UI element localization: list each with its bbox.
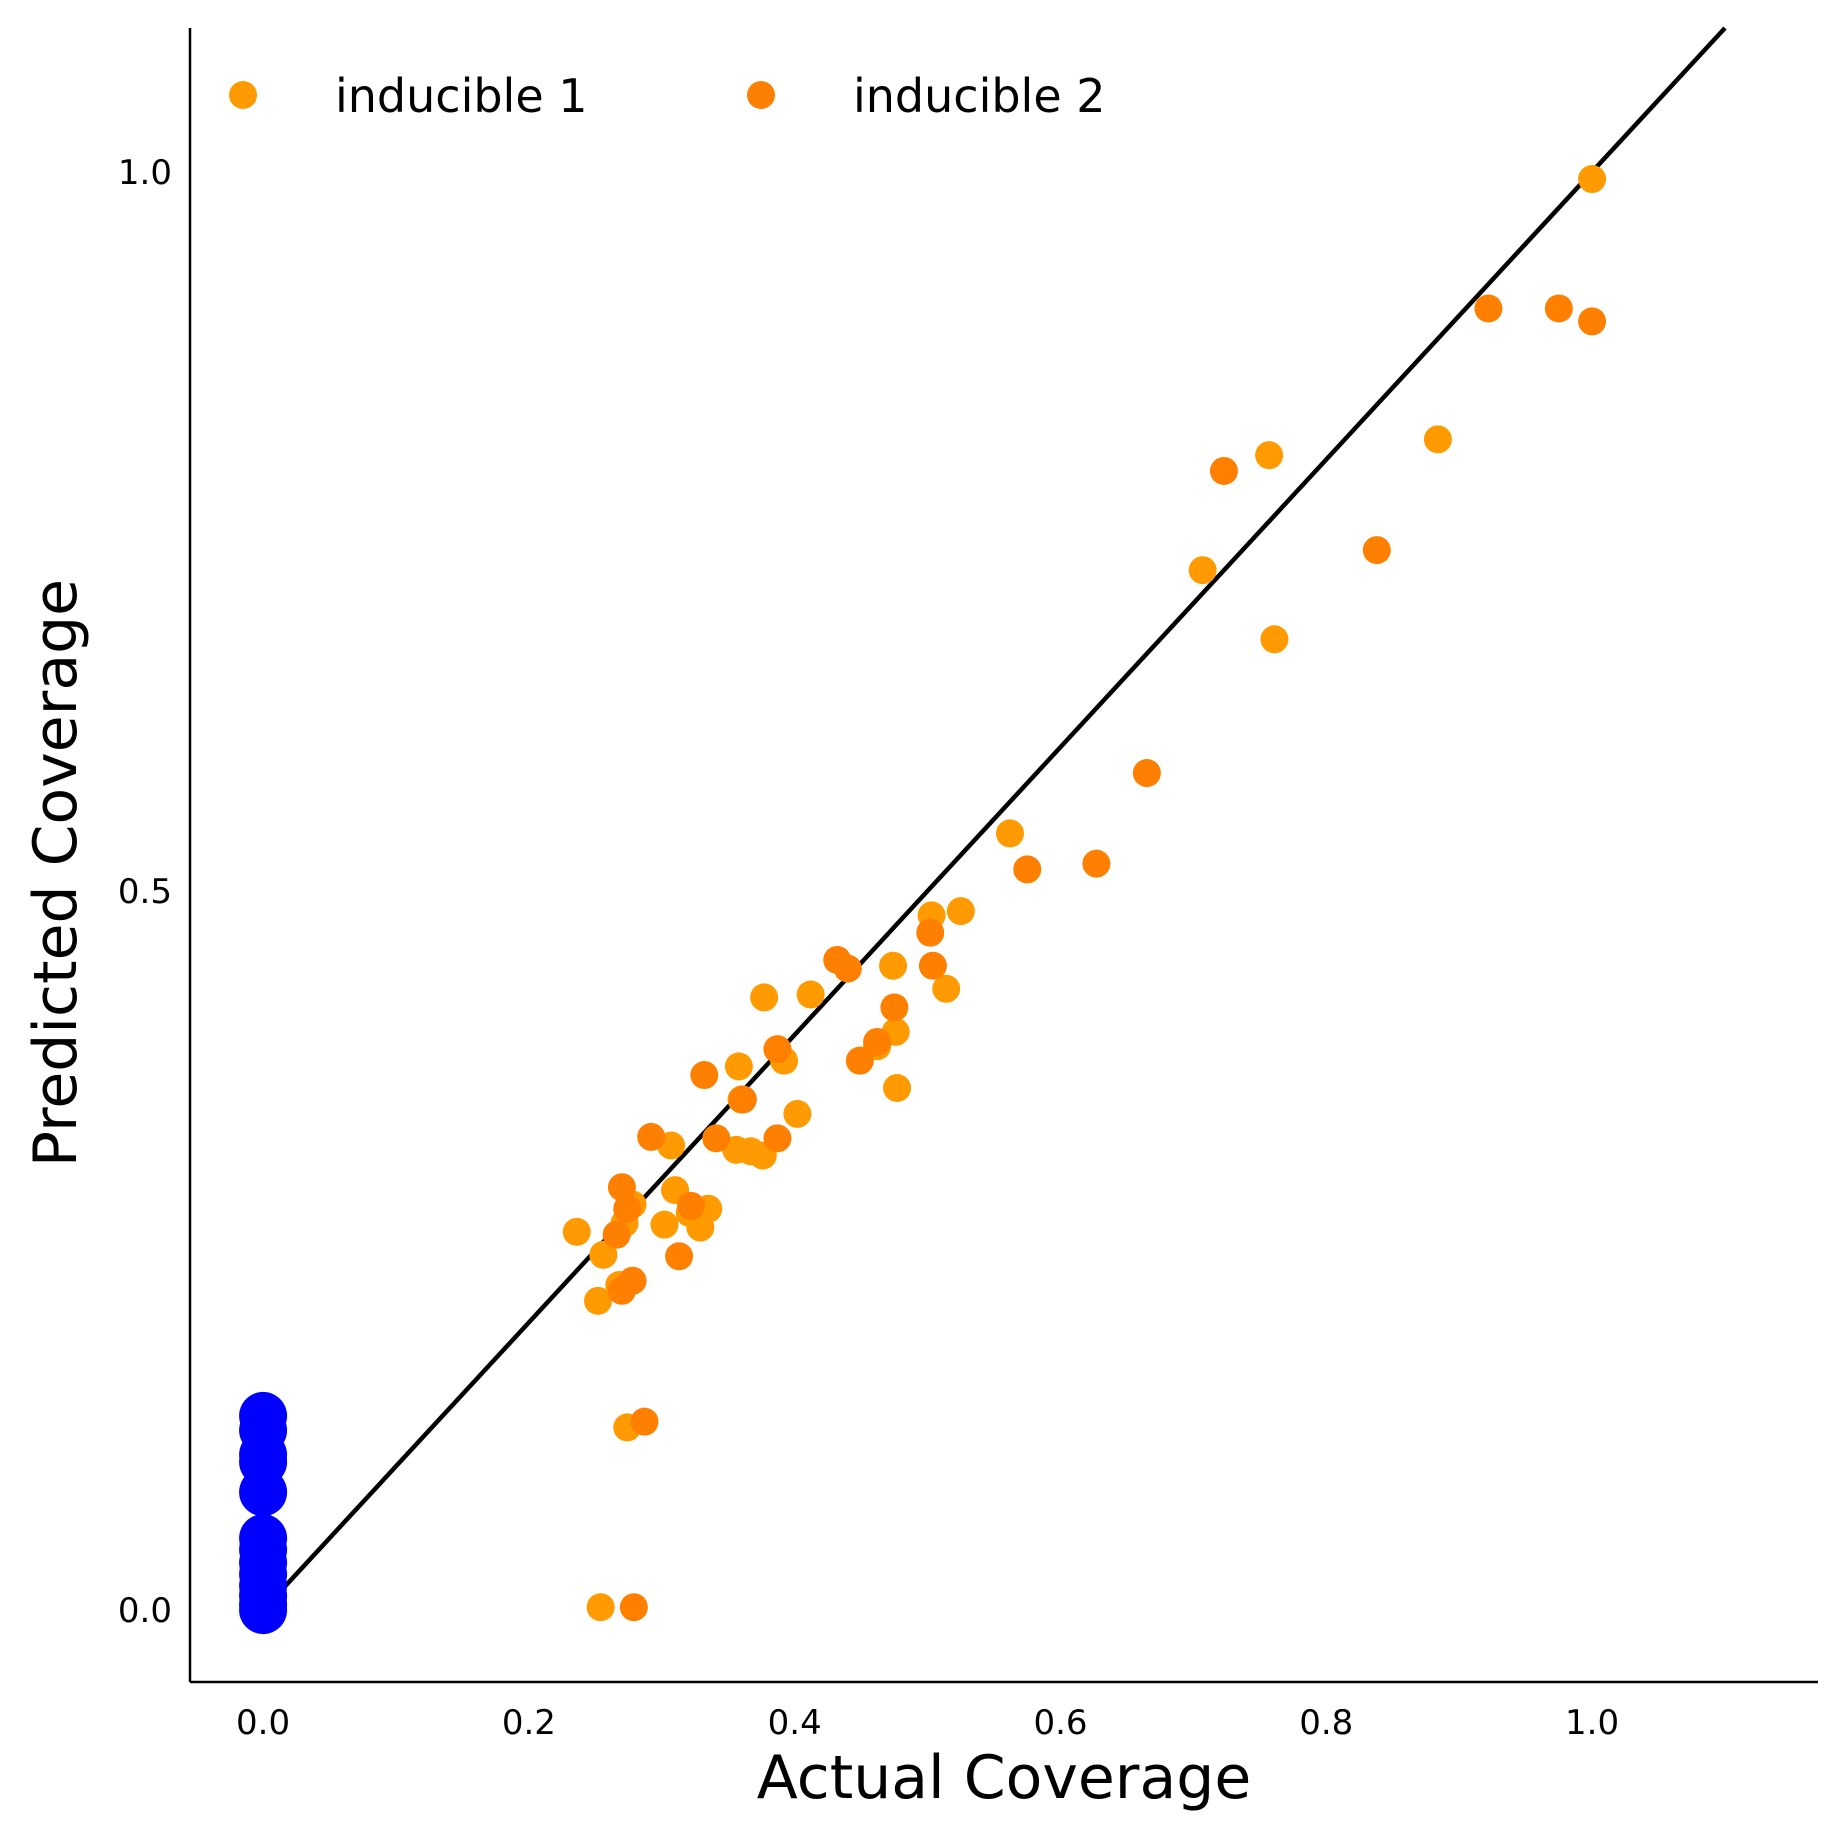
legend-marker [229, 81, 257, 109]
data-point [562, 1217, 591, 1246]
data-point [916, 918, 945, 947]
data-point [1544, 294, 1573, 323]
reference-line [261, 26, 1727, 1612]
x-tick-label: 0.4 [768, 1703, 822, 1743]
x-tick-labels: 0.0 0.2 0.4 0.6 0.8 1.0 [236, 1703, 1619, 1743]
data-point [602, 1220, 631, 1249]
data-point [736, 1137, 765, 1166]
data-point [613, 1194, 642, 1223]
data-point [783, 1099, 812, 1128]
data-point [750, 983, 779, 1012]
legend-marker [747, 81, 775, 109]
x-tick-label: 0.6 [1033, 1703, 1087, 1743]
data-point [1362, 536, 1391, 565]
data-point [763, 1035, 792, 1064]
y-tick-label: 0.5 [118, 872, 172, 912]
data-point [796, 980, 825, 1009]
data-point [239, 1468, 288, 1517]
data-point [702, 1124, 731, 1153]
reference-line-layer [261, 26, 1727, 1612]
data-point [1474, 294, 1503, 323]
x-tick-label: 0.8 [1299, 1703, 1353, 1743]
data-point [863, 1027, 892, 1056]
data-point [690, 1061, 719, 1090]
legend: inducible 1 inducible 2 [229, 69, 1106, 123]
data-points-layer [239, 165, 1607, 1635]
data-point [1013, 855, 1042, 884]
data-point [630, 1407, 659, 1436]
data-point [1082, 849, 1111, 878]
data-point [763, 1124, 792, 1153]
data-point [880, 993, 909, 1022]
axes-layer [188, 28, 1818, 1684]
data-point [1578, 165, 1607, 194]
y-tick-label: 1.0 [118, 153, 172, 193]
data-point [845, 1046, 874, 1075]
data-point [1578, 307, 1607, 336]
y-axis-title: Predicted Coverage [21, 579, 91, 1167]
data-point [1209, 456, 1238, 485]
data-point [883, 1073, 912, 1102]
data-point [1260, 625, 1289, 654]
data-point [586, 1593, 615, 1622]
data-point [728, 1085, 757, 1114]
data-point [879, 951, 908, 980]
x-tick-label: 0.0 [236, 1703, 290, 1743]
data-point [677, 1191, 706, 1220]
data-point [1132, 759, 1161, 788]
data-point [607, 1173, 636, 1202]
y-tick-labels: 0.0 0.5 1.0 [118, 153, 172, 1631]
data-point [833, 954, 862, 983]
data-point [239, 1586, 288, 1635]
data-point [650, 1210, 679, 1239]
data-point [665, 1242, 694, 1271]
data-point [583, 1286, 612, 1315]
x-tick-label: 1.0 [1565, 1703, 1619, 1743]
legend-label: inducible 2 [853, 69, 1106, 123]
data-point [1188, 556, 1217, 585]
data-point [1423, 425, 1452, 454]
data-point [946, 897, 975, 926]
data-point [918, 951, 947, 980]
data-point [932, 974, 961, 1003]
data-point [1255, 441, 1284, 470]
data-point [589, 1240, 618, 1269]
data-point [724, 1052, 753, 1081]
data-point [995, 819, 1024, 848]
x-tick-label: 0.2 [502, 1703, 556, 1743]
legend-label: inducible 1 [335, 69, 588, 123]
x-axis-title: Actual Coverage [757, 1743, 1252, 1813]
data-point [637, 1122, 666, 1151]
data-point [619, 1593, 648, 1622]
y-tick-label: 0.0 [118, 1591, 172, 1631]
data-point [607, 1276, 636, 1305]
